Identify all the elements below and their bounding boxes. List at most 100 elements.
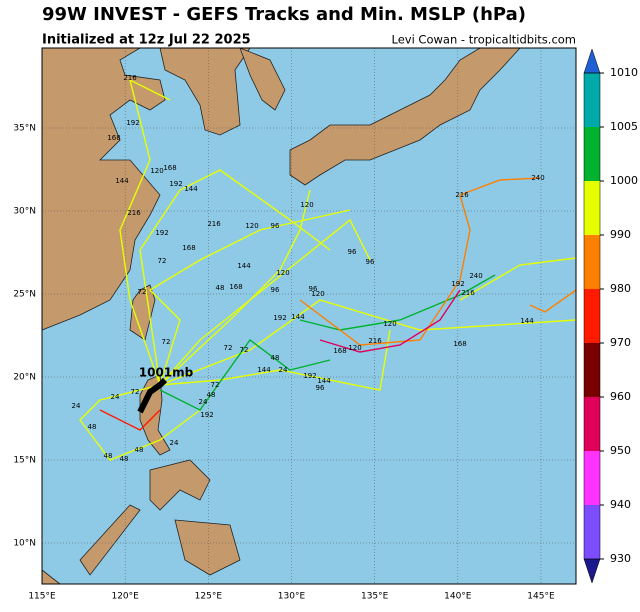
track-label: 192: [303, 372, 316, 380]
track-label: 48: [120, 455, 129, 463]
track-label: 216: [123, 74, 137, 82]
track-label: 216: [207, 220, 221, 228]
colorbar-tick-label: 930: [610, 552, 631, 565]
track-label: 72: [224, 344, 233, 352]
colorbar-extend: [583, 48, 601, 74]
track-label: 120: [150, 167, 163, 175]
colorbar-segment: [584, 451, 600, 505]
y-tick-label: 25°N: [13, 290, 36, 300]
track-label: 120: [276, 269, 289, 277]
graticule: [41, 48, 576, 584]
track-label: 24: [279, 366, 288, 374]
track-label: 120: [383, 320, 396, 328]
track-label: 72: [240, 346, 249, 354]
track-label: 168: [182, 244, 195, 252]
track-label: 192: [126, 119, 139, 127]
track-label: 72: [138, 288, 147, 296]
map-frame: [41, 47, 577, 585]
track-label: 48: [135, 446, 144, 454]
track-label: 216: [455, 191, 469, 199]
colorbar-tick-label: 940: [610, 498, 631, 511]
track-label: 120: [348, 344, 361, 352]
colorbar-segment: [584, 235, 600, 289]
track-label: 144: [257, 366, 271, 374]
track-label: 168: [107, 134, 120, 142]
track-label: 168: [163, 164, 176, 172]
x-tick-label: 140°E: [444, 592, 472, 602]
colorbar-segment: [584, 505, 600, 559]
colorbar-tick-label: 990: [610, 228, 631, 241]
track-label: 24: [72, 402, 81, 410]
track-label: 96: [316, 384, 325, 392]
track-label: 192: [451, 280, 464, 288]
y-tick-label: 10°N: [13, 539, 36, 549]
pressure-annotation: 1001mb: [139, 366, 194, 380]
track-label: 120: [300, 201, 313, 209]
track-label: 192: [155, 229, 168, 237]
track-label: 144: [115, 177, 129, 185]
colorbar-tick-label: 1000: [610, 174, 638, 187]
track-label: 96: [366, 258, 375, 266]
y-tick-label: 15°N: [13, 456, 36, 466]
x-tick-label: 115°E: [28, 592, 56, 602]
colorbar-tick-label: 1005: [610, 120, 638, 133]
track-label: 96: [271, 222, 280, 230]
colorbar-segment: [584, 397, 600, 451]
track-label: 72: [158, 257, 167, 265]
track-label: 168: [333, 347, 346, 355]
colorbar-segment: [584, 73, 600, 127]
y-tick-label: 30°N: [13, 207, 36, 217]
track-label: 48: [207, 391, 216, 399]
track-label: 144: [291, 313, 305, 321]
x-tick-label: 125°E: [195, 592, 223, 602]
x-tick-label: 145°E: [527, 592, 555, 602]
track-label: 96: [348, 248, 357, 256]
colorbar: 930 940 950 960 970 980 990 1000 1005 1010: [583, 48, 638, 584]
track-label: 144: [237, 262, 251, 270]
track-label: 48: [88, 423, 97, 431]
track-label: 192: [200, 411, 213, 419]
x-tick-label: 120°E: [111, 592, 139, 602]
tracks: [79, 78, 577, 461]
track-label: 120: [311, 290, 324, 298]
track-label: 168: [453, 340, 466, 348]
track-label: 192: [273, 314, 286, 322]
colorbar-tick-label: 970: [610, 336, 631, 349]
track-label: 24: [111, 393, 120, 401]
track-label: 48: [271, 354, 280, 362]
track-label: 96: [309, 285, 318, 293]
track-label: 144: [184, 185, 198, 193]
colorbar-segment: [584, 127, 600, 181]
colorbar-segment: [584, 289, 600, 343]
colorbar-segment: [584, 343, 600, 397]
subtitle: Initialized at 12z Jul 22 2025: [42, 33, 251, 48]
colorbar-extend: [583, 558, 601, 584]
track-label: 48: [216, 284, 225, 292]
track-label: 144: [520, 317, 534, 325]
track-label: 144: [317, 377, 331, 385]
track-label: 96: [271, 286, 280, 294]
track-label: 240: [531, 174, 544, 182]
track-label: 72: [211, 381, 220, 389]
colorbar-tick-label: 950: [610, 444, 631, 457]
track-label: 216: [461, 289, 475, 297]
track-label: 24: [170, 439, 179, 447]
y-tick-label: 35°N: [13, 124, 36, 134]
track-label: 120: [245, 222, 258, 230]
track-label: 240: [469, 272, 482, 280]
x-tick-label: 130°E: [278, 592, 306, 602]
colorbar-tick-label: 980: [610, 282, 631, 295]
colorbar-frame: [583, 72, 601, 560]
x-tick-label: 135°E: [361, 592, 389, 602]
colorbar-tick-label: 1010: [610, 66, 638, 79]
track-label: 72: [131, 388, 140, 396]
y-tick-label: 20°N: [13, 373, 36, 383]
credit: Levi Cowan - tropicaltidbits.com: [392, 33, 577, 47]
track-label: 24: [199, 398, 208, 406]
track-label: 168: [229, 283, 242, 291]
track-label: 72: [162, 338, 171, 346]
track-label: 192: [169, 180, 182, 188]
title: 99W INVEST - GEFS Tracks and Min. MSLP (…: [42, 4, 526, 25]
